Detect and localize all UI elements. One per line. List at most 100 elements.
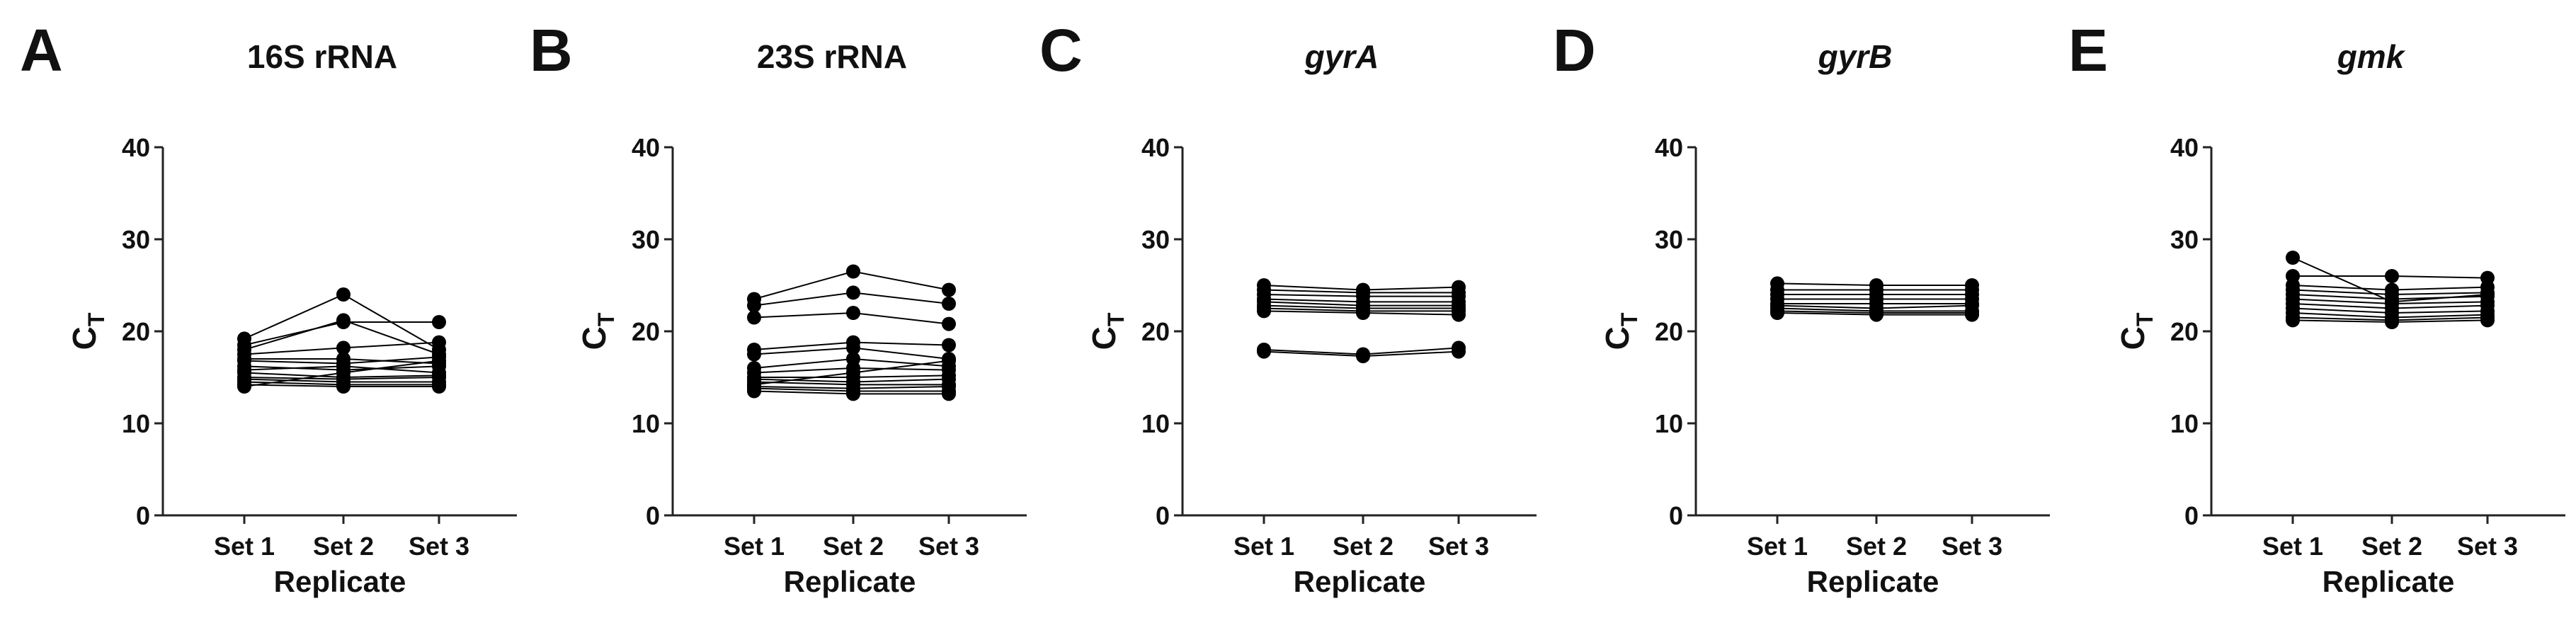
x-tick-label: Set 2 <box>2361 532 2422 561</box>
data-point <box>432 315 446 329</box>
data-point <box>747 377 761 392</box>
chart-title: gmk <box>2337 38 2406 75</box>
data-point <box>846 387 860 401</box>
panel-letter: E <box>2068 17 2108 84</box>
y-axis-title: CT <box>1085 312 1129 350</box>
data-point <box>1869 307 1883 322</box>
y-axis-title-sub: T <box>593 312 619 326</box>
chart-title: 23S rRNA <box>757 38 907 75</box>
data-point <box>747 347 761 362</box>
y-tick-label: 0 <box>136 501 150 530</box>
chart-title: gyrB <box>1818 38 1893 75</box>
data-point <box>336 287 351 302</box>
panel-letter: C <box>1039 17 1083 84</box>
y-axis-title-sub: T <box>1103 312 1129 326</box>
data-point <box>336 341 351 355</box>
y-axis-title: CT <box>576 312 619 350</box>
data-point <box>846 264 860 279</box>
y-tick-label: 30 <box>1141 225 1170 254</box>
x-tick-label: Set 2 <box>1333 532 1394 561</box>
data-point <box>747 310 761 325</box>
data-point <box>2286 251 2300 265</box>
y-axis-title-sub: T <box>84 312 109 326</box>
x-axis-title: Replicate <box>784 565 916 598</box>
y-tick-label: 20 <box>632 317 660 346</box>
x-tick-label: Set 3 <box>409 532 469 561</box>
y-tick-label: 40 <box>1141 133 1170 162</box>
x-tick-label: Set 1 <box>2262 532 2323 561</box>
x-tick-label: Set 3 <box>1428 532 1489 561</box>
data-point <box>2385 269 2399 283</box>
y-tick-label: 40 <box>122 133 150 162</box>
data-point <box>1257 344 1271 359</box>
data-point <box>942 282 956 297</box>
x-tick-label: Set 1 <box>1747 532 1808 561</box>
data-point <box>942 316 956 331</box>
data-point <box>1965 307 1979 322</box>
data-point <box>336 379 351 394</box>
y-tick-label: 40 <box>2170 133 2199 162</box>
x-tick-label: Set 3 <box>1942 532 2002 561</box>
chart-title: gyrA <box>1304 38 1379 75</box>
y-tick-label: 10 <box>122 409 150 438</box>
data-point <box>432 353 446 368</box>
y-tick-label: 30 <box>632 225 660 254</box>
data-point <box>2286 313 2300 328</box>
data-point <box>846 306 860 320</box>
panel-b: B 23S rRNA 0 10 20 30 40 Set 1 Set 2 Set 3Replica… <box>530 17 1027 598</box>
x-axis-title: Replicate <box>1807 565 1939 598</box>
data-point <box>2480 313 2495 328</box>
data-point <box>2385 315 2399 329</box>
y-tick-label: 0 <box>2184 501 2199 530</box>
y-axis-title-main: C <box>576 326 612 350</box>
panel-letter: B <box>530 17 573 84</box>
x-tick-label: Set 3 <box>2457 532 2518 561</box>
x-axis-title: Replicate <box>2323 565 2455 598</box>
series-group <box>237 287 446 394</box>
data-point <box>942 297 956 311</box>
data-point <box>432 379 446 394</box>
y-axis-title-main: C <box>2114 326 2151 350</box>
y-axis-title-main: C <box>1599 326 1636 350</box>
x-tick-label: Set 1 <box>214 532 275 561</box>
data-point <box>1770 306 1784 320</box>
y-tick-label: 10 <box>2170 409 2199 438</box>
y-tick-label: 20 <box>1655 317 1683 346</box>
y-tick-label: 20 <box>122 317 150 346</box>
x-tick-label: Set 3 <box>918 532 979 561</box>
series-group <box>2286 251 2495 329</box>
y-axis-title-sub: T <box>1617 312 1642 326</box>
series-group <box>1257 278 1466 364</box>
y-tick-label: 0 <box>646 501 660 530</box>
data-point <box>336 313 351 328</box>
y-tick-label: 10 <box>1141 409 1170 438</box>
y-axis-title: CT <box>1599 312 1642 350</box>
data-point <box>846 341 860 355</box>
x-axis-title: Replicate <box>274 565 406 598</box>
data-point <box>1452 307 1466 322</box>
y-tick-label: 30 <box>2170 225 2199 254</box>
x-tick-label: Set 1 <box>724 532 785 561</box>
panel-letter: A <box>20 17 63 84</box>
series-group <box>747 264 956 401</box>
y-tick-label: 40 <box>1655 133 1683 162</box>
data-point <box>846 285 860 300</box>
y-tick-label: 0 <box>1669 501 1683 530</box>
y-tick-label: 10 <box>632 409 660 438</box>
data-point <box>1452 344 1466 359</box>
data-point <box>1356 349 1370 364</box>
x-tick-label: Set 2 <box>823 532 884 561</box>
data-point <box>1257 304 1271 319</box>
y-axis-title: CT <box>2114 312 2158 350</box>
data-point <box>1356 306 1370 320</box>
y-tick-label: 20 <box>1141 317 1170 346</box>
y-axis-title-sub: T <box>2132 312 2158 326</box>
y-tick-label: 30 <box>1655 225 1683 254</box>
y-axis-title: CT <box>66 312 109 350</box>
y-axis-title-main: C <box>66 326 103 350</box>
panel-letter: D <box>1553 17 1596 84</box>
